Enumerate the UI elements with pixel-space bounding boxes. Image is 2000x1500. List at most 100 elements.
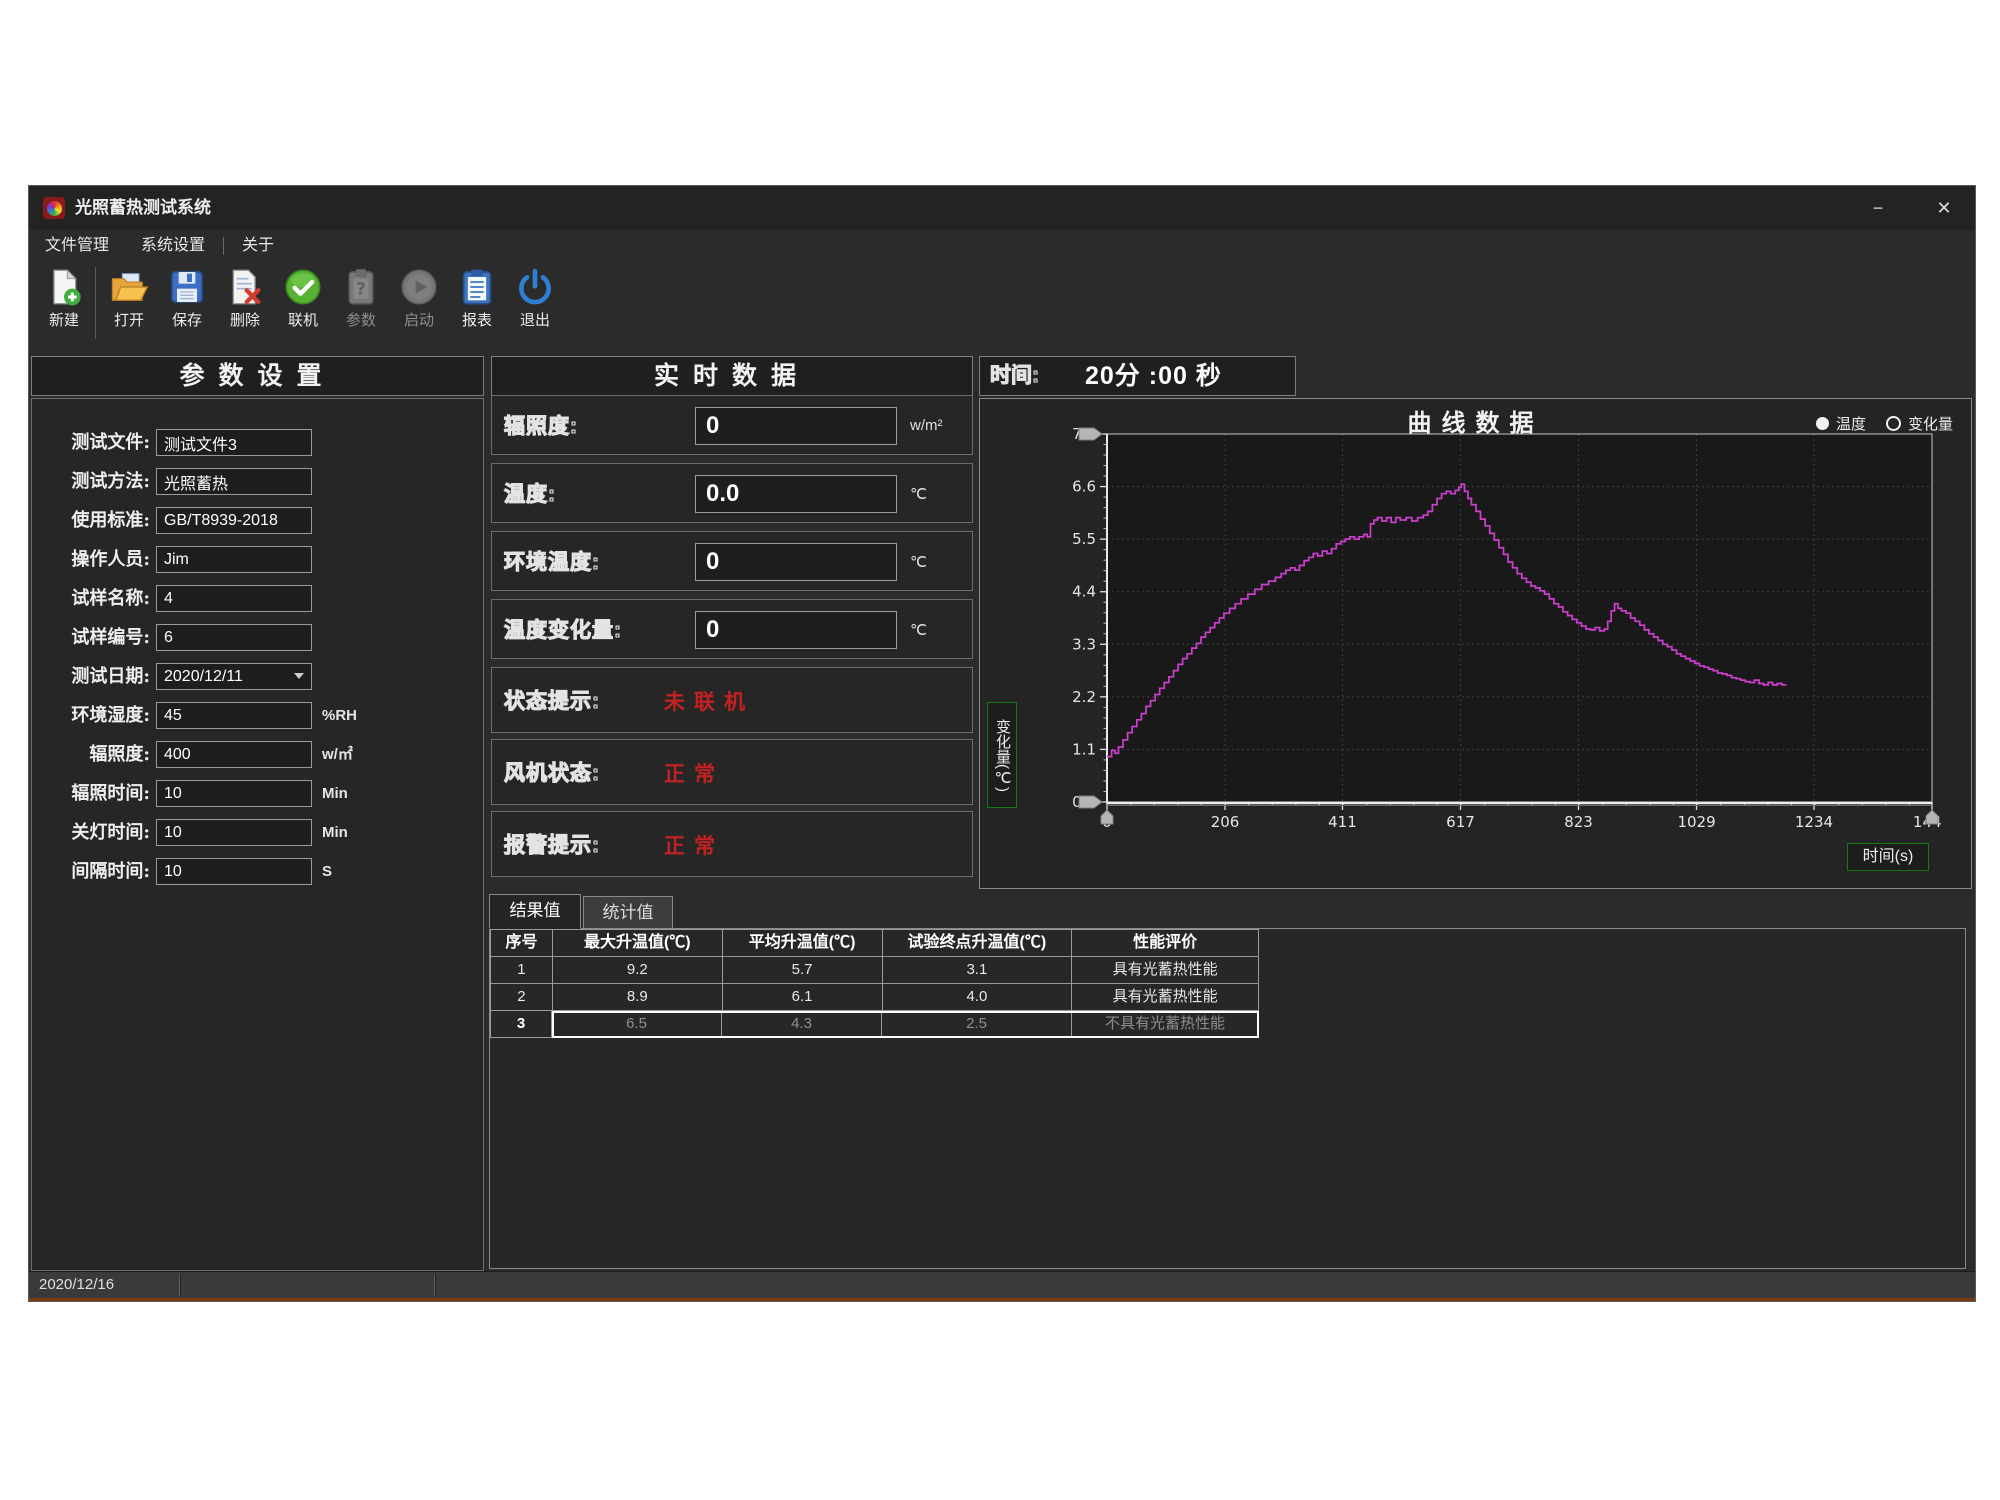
chart-legend: 温度 变化量	[1815, 413, 1953, 434]
start-icon	[401, 269, 437, 305]
toolbar-label: 保存	[171, 312, 202, 329]
results-table: 序号 最大升温值(℃) 平均升温值(℃) 试验终点升温值(℃) 性能评价 1 9…	[490, 929, 1259, 1038]
svg-text:6.6: 6.6	[1072, 478, 1096, 496]
standard-input[interactable]	[156, 507, 312, 534]
cell-max-rise: 6.5	[552, 1011, 722, 1038]
field-unit: w/㎡	[322, 746, 353, 763]
cell-max-rise: 9.2	[552, 957, 723, 984]
cell-evaluation: 具有光蓄热性能	[1072, 984, 1259, 1011]
titlebar: 光照蓄热测试系统 − ✕	[29, 186, 1975, 230]
selected-row-highlight: 6.5 4.3 2.5 不具有光蓄热性能	[552, 1011, 1259, 1038]
humidity-input[interactable]	[156, 702, 312, 729]
chevron-down-icon[interactable]	[294, 673, 304, 679]
svg-text:1029: 1029	[1677, 813, 1715, 831]
time-bar: 时间: 20分 :00 秒	[979, 356, 1296, 396]
parameter-panel: 测试文件: 测试方法: 使用标准: 操作人员: 试样名称: 试样编号: 测试日期…	[31, 398, 484, 1271]
toolbar-label: 打开	[113, 312, 144, 329]
toolbar-label: 退出	[519, 312, 550, 329]
irradiance-input[interactable]	[156, 741, 312, 768]
column-header: 平均升温值(℃)	[722, 929, 883, 957]
test-method-input[interactable]	[156, 468, 312, 495]
minimize-button[interactable]: −	[1872, 198, 1884, 218]
svg-text:5.5: 5.5	[1072, 530, 1096, 548]
field-label: 间隔时间:	[71, 861, 150, 882]
tab-result-values[interactable]: 结果值	[489, 894, 581, 929]
svg-text:3.3: 3.3	[1072, 635, 1096, 653]
field-label: 测试日期:	[71, 666, 150, 687]
toolbar-button-parameters[interactable]: ? 参数	[332, 265, 390, 330]
toolbar-button-open[interactable]: 打开	[100, 265, 158, 330]
radio-label: 温度	[1835, 416, 1866, 433]
close-button[interactable]: ✕	[1936, 198, 1952, 218]
fan-status-value: 正常	[664, 761, 724, 786]
cell-end-rise: 3.1	[882, 957, 1073, 984]
column-header: 序号	[491, 929, 553, 957]
toolbar-label: 联机	[287, 312, 318, 329]
menubar: 文件管理 系统设置 关于	[29, 230, 1975, 261]
measure-irradiance: 辐照度: 0 w/m²	[491, 395, 973, 455]
toolbar-label: 删除	[229, 312, 260, 329]
chart-title: 曲线数据	[1407, 408, 1544, 437]
status-date: 2020/12/16	[39, 1276, 115, 1293]
menu-about[interactable]: 关于	[242, 236, 275, 254]
column-header: 性能评价	[1072, 929, 1259, 957]
svg-text:?: ?	[356, 280, 366, 299]
toolbar-button-start[interactable]: 启动	[390, 265, 448, 330]
radio-change-amount[interactable]: 变化量	[1885, 413, 1953, 434]
cell-avg-rise: 5.7	[722, 957, 883, 984]
test-date-select[interactable]	[156, 663, 312, 690]
y-axis-label: 变化量(℃)	[987, 702, 1017, 808]
toolbar-button-new[interactable]: 新建	[35, 265, 93, 330]
toolbar-button-save[interactable]: 保存	[158, 265, 216, 330]
toolbar-label: 新建	[48, 312, 79, 329]
sample-name-input[interactable]	[156, 585, 312, 612]
status-hint-value: 未联机	[664, 689, 754, 714]
time-label: 时间:	[989, 363, 1039, 387]
radio-label: 变化量	[1907, 416, 1953, 433]
curve-plot[interactable]: 02064116178231029123414400.01.12.23.34.4…	[1062, 426, 1942, 831]
field-label: 辐照时间:	[71, 783, 150, 804]
irradiance-value: 0	[695, 407, 897, 445]
measure-label: 环境温度:	[503, 550, 600, 574]
menu-file-management[interactable]: 文件管理	[45, 236, 110, 254]
left-panel-header: 参数设置	[31, 356, 484, 396]
table-row[interactable]: 1 9.2 5.7 3.1 具有光蓄热性能	[491, 957, 1259, 984]
status-label: 报警提示:	[503, 833, 600, 857]
save-icon	[171, 271, 203, 303]
statusbar-divider	[179, 1274, 181, 1296]
interval-time-input[interactable]	[156, 858, 312, 885]
toolbar-button-connect[interactable]: 联机	[274, 265, 332, 330]
table-row[interactable]: 2 8.9 6.1 4.0 具有光蓄热性能	[491, 984, 1259, 1011]
irradiation-time-input[interactable]	[156, 780, 312, 807]
parameters-icon: ?	[348, 269, 374, 305]
radio-temperature[interactable]: 温度	[1815, 413, 1866, 434]
operator-input[interactable]	[156, 546, 312, 573]
measure-label: 温度:	[503, 482, 556, 506]
exit-icon	[519, 268, 551, 305]
radio-unselected-icon	[1885, 416, 1901, 431]
cell-seq: 2	[491, 984, 553, 1011]
table-row-selected[interactable]: 3 6.5 4.3 2.5 不具有光蓄热性能	[491, 1011, 1259, 1038]
menu-system-settings[interactable]: 系统设置	[141, 236, 206, 254]
field-unit: Min	[322, 785, 348, 802]
lights-off-time-input[interactable]	[156, 819, 312, 846]
cell-seq: 3	[491, 1011, 552, 1038]
temperature-change-value: 0	[695, 611, 897, 649]
toolbar-button-delete[interactable]: 删除	[216, 265, 274, 330]
x-axis-label: 时间(s)	[1847, 843, 1929, 871]
app-title: 光照蓄热测试系统	[75, 198, 211, 217]
tab-statistic-values[interactable]: 统计值	[583, 896, 673, 929]
field-label: 辐照度:	[89, 744, 150, 765]
toolbar-button-exit[interactable]: 退出	[506, 265, 564, 330]
field-label: 操作人员:	[71, 549, 150, 570]
status-bar: 2020/12/16	[29, 1271, 1975, 1301]
sample-number-input[interactable]	[156, 624, 312, 651]
toolbar-button-report[interactable]: 报表	[448, 265, 506, 330]
svg-text:1234: 1234	[1795, 813, 1833, 831]
field-label: 环境湿度:	[71, 705, 150, 726]
svg-text:1.1: 1.1	[1072, 740, 1096, 758]
test-file-input[interactable]	[156, 429, 312, 456]
measure-label: 辐照度:	[503, 414, 578, 438]
svg-text:2.2: 2.2	[1072, 688, 1096, 706]
toolbar-label: 参数	[345, 312, 376, 329]
